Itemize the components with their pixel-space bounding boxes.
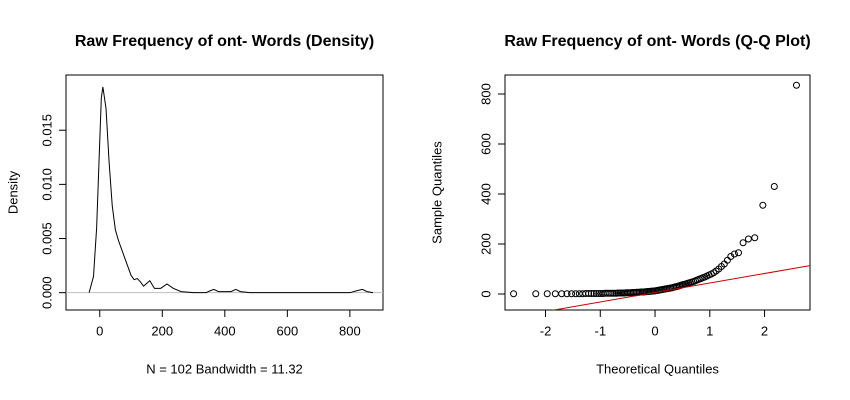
density-line: [88, 86, 374, 294]
point: [543, 290, 551, 298]
point: [739, 239, 747, 247]
plot-frame: [65, 74, 384, 311]
point: [563, 290, 571, 298]
point: [609, 289, 617, 297]
point: [759, 201, 767, 209]
y-tick-label: 800: [478, 83, 493, 105]
y-tick-label: 0.005: [39, 222, 54, 255]
x-tick-label: 400: [214, 323, 236, 338]
x-tick-label: 600: [276, 323, 298, 338]
chart-title: Raw Frequency of ont- Words (Density): [75, 33, 374, 50]
point: [572, 290, 580, 298]
point: [607, 289, 615, 297]
x-tick-label: 1: [706, 323, 713, 338]
y-tick-label: 0.010: [39, 168, 54, 201]
x-tick-label: 2: [761, 323, 768, 338]
point: [510, 290, 518, 298]
point: [730, 250, 738, 258]
point: [532, 290, 540, 298]
point: [792, 81, 800, 89]
x-tick-label: 200: [151, 323, 173, 338]
y-tick-label: 400: [478, 183, 493, 205]
x-tick-label: -1: [594, 323, 606, 338]
y-tick-label: 0.015: [39, 114, 54, 147]
point: [751, 234, 759, 242]
point: [587, 290, 595, 297]
point: [568, 290, 576, 298]
qq-line: [551, 265, 810, 310]
point: [551, 290, 559, 298]
y-tick-label: 600: [478, 133, 493, 155]
y-tick-label: 0: [478, 290, 493, 297]
x-tick-label: 800: [339, 323, 361, 338]
point: [590, 290, 598, 297]
point: [723, 256, 731, 264]
x-tick-label: 0: [96, 323, 103, 338]
y-tick-label: 0.000: [39, 276, 54, 309]
y-axis-label: Sample Quantiles: [429, 141, 444, 244]
point: [585, 290, 593, 297]
x-tick-label: 0: [651, 323, 658, 338]
y-axis-label: Density: [5, 170, 20, 214]
chart-title: Raw Frequency of ont- Words (Q-Q Plot): [504, 33, 810, 50]
x-tick-label: -2: [540, 323, 552, 338]
point: [734, 249, 742, 257]
point: [744, 235, 752, 243]
x-axis-label: N = 102 Bandwidth = 11.32: [146, 361, 303, 376]
point: [592, 290, 600, 297]
point: [558, 290, 566, 298]
plot-frame: [504, 74, 811, 311]
point: [770, 183, 778, 190]
y-tick-label: 200: [478, 233, 493, 255]
x-axis-label: Theoretical Quantiles: [596, 361, 719, 376]
